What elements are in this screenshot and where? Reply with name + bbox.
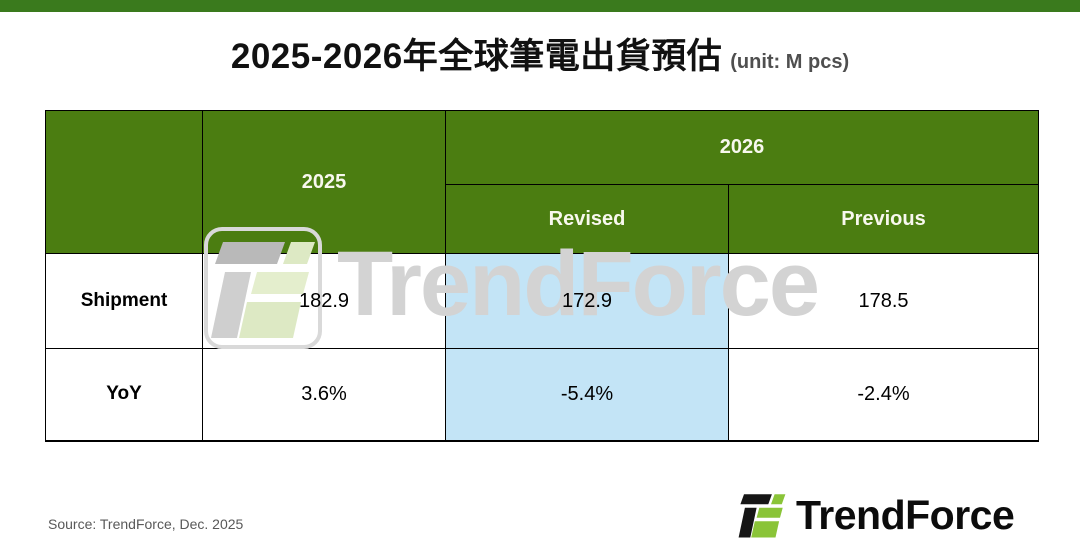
forecast-table: 2025 2026 Revised Previous Shipment 182.… [45,110,1039,442]
column-header-2026: 2026 [445,110,1039,185]
trendforce-logo-mark-icon [738,494,786,538]
column-header-2025: 2025 [202,110,446,254]
title-text: 2025-2026年全球筆電出貨預估 [230,37,723,76]
cell-shipment-revised: 172.9 [445,253,729,349]
title-unit-label: (unit: M pcs) [730,51,850,73]
table-row-yoy: YoY 3.6% -5.4% -2.4% [45,348,1039,442]
top-accent-bar [0,0,1080,12]
column-header-previous: Previous [728,184,1039,254]
cell-yoy-revised: -5.4% [445,348,729,442]
row-label-shipment: Shipment [45,253,203,349]
page-title: 2025-2026年全球筆電出貨預估 (unit: M pcs) [0,34,1080,87]
trendforce-logo-text: TrendForce [796,491,1015,538]
corner-cell [45,110,203,254]
cell-shipment-previous: 178.5 [728,253,1039,349]
cell-yoy-previous: -2.4% [728,348,1039,442]
cell-yoy-2025: 3.6% [202,348,446,442]
trendforce-logo: TrendForce [735,487,1015,543]
table-row-shipment: Shipment 182.9 172.9 178.5 [45,253,1039,349]
cell-shipment-2025: 182.9 [202,253,446,349]
column-header-revised: Revised [445,184,729,254]
source-note: Source: TrendForce, Dec. 2025 [48,516,244,532]
row-label-yoy: YoY [45,348,203,442]
